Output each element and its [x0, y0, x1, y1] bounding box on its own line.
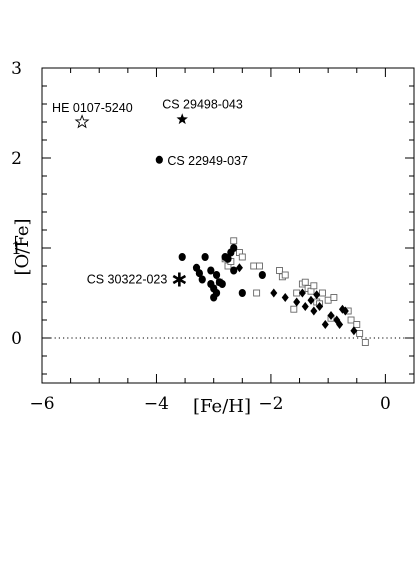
y-tick-label: 2	[11, 149, 22, 169]
y-tick-label: 1	[11, 239, 22, 259]
data-point-open-square	[238, 253, 246, 261]
data-point-open-square	[310, 282, 318, 290]
data-point-filled-circle	[212, 289, 221, 297]
data-point-filled-circle	[212, 271, 221, 279]
data-point-open-square	[250, 262, 258, 270]
data-point-open-square	[318, 289, 326, 297]
data-point-filled-circle	[258, 271, 266, 279]
data-point-filled-circle	[218, 280, 226, 288]
data-point-filled-diamond	[293, 297, 301, 307]
data-point-filled-circle	[198, 275, 206, 284]
y-axis-label: [O/Fe]	[12, 218, 33, 275]
data-point-open-square	[230, 237, 238, 245]
data-point-open-square	[253, 289, 261, 297]
data-point-filled-diamond	[316, 302, 324, 311]
y-tick-label: 3	[11, 59, 22, 79]
x-tick-label: −6	[29, 394, 54, 414]
data-point-filled-circle	[238, 289, 246, 297]
data-point-filled-diamond	[341, 306, 349, 316]
axis-ticks	[41, 67, 415, 383]
data-point-filled-diamond	[321, 320, 329, 329]
data-point-filled-circle	[224, 254, 232, 263]
data-point-filled-circle	[230, 266, 238, 275]
data-point-open-square	[324, 296, 332, 304]
data-point-open-square	[361, 339, 369, 346]
data-point-filled-circle	[230, 244, 238, 252]
x-tick-label: −2	[258, 394, 283, 414]
star-marker-asterisk	[172, 272, 187, 287]
tick-labels: −6 −4 −2 0 0 1 2 3	[11, 59, 391, 414]
data-point-filled-diamond	[270, 288, 278, 298]
data-point-open-square	[281, 271, 289, 279]
data-point-filled-diamond	[307, 295, 315, 305]
star-label: CS 29498-043	[162, 97, 243, 111]
data-point-filled-diamond	[235, 263, 243, 273]
data-point-filled-diamond	[336, 320, 344, 329]
data-point-filled-diamond	[298, 288, 306, 298]
plot-frame	[41, 67, 415, 384]
data-point-filled-diamond	[313, 290, 321, 300]
data-point-open-square	[293, 289, 301, 297]
star-annotations: HE 0107-5240 CS 29498-043 CS 22949-037 CS 3…	[52, 97, 248, 287]
x-axis-label: [Fe/H]	[193, 396, 251, 417]
data-point-filled-diamond	[301, 302, 309, 311]
data-point-filled-circle	[207, 266, 215, 275]
data-points	[178, 237, 369, 346]
x-tick-label: −4	[144, 394, 169, 414]
data-point-filled-diamond	[281, 293, 289, 302]
data-point-open-square	[301, 278, 309, 286]
star-marker-open-star	[74, 114, 90, 129]
data-point-open-square	[347, 316, 355, 324]
star-marker-filled-circle	[155, 155, 163, 164]
data-point-filled-diamond	[350, 326, 358, 336]
data-point-filled-circle	[201, 253, 209, 261]
star-label: HE 0107-5240	[52, 101, 133, 115]
y-tick-label: 0	[11, 329, 22, 349]
data-point-open-square	[356, 330, 364, 337]
star-marker-filled-star	[176, 113, 188, 125]
data-point-open-square	[353, 321, 361, 328]
data-point-open-square	[276, 267, 283, 274]
x-tick-label: 0	[380, 394, 391, 414]
data-point-open-square	[290, 305, 298, 313]
star-label: CS 22949-037	[167, 154, 248, 168]
data-point-filled-diamond	[310, 306, 318, 316]
star-label: CS 30322-023	[87, 273, 168, 287]
data-point-filled-diamond	[327, 311, 335, 320]
data-point-filled-circle	[178, 253, 186, 261]
data-point-filled-circle	[195, 269, 203, 278]
data-point-open-square	[330, 294, 338, 301]
data-point-open-square	[256, 262, 263, 270]
plot-border	[41, 67, 415, 384]
